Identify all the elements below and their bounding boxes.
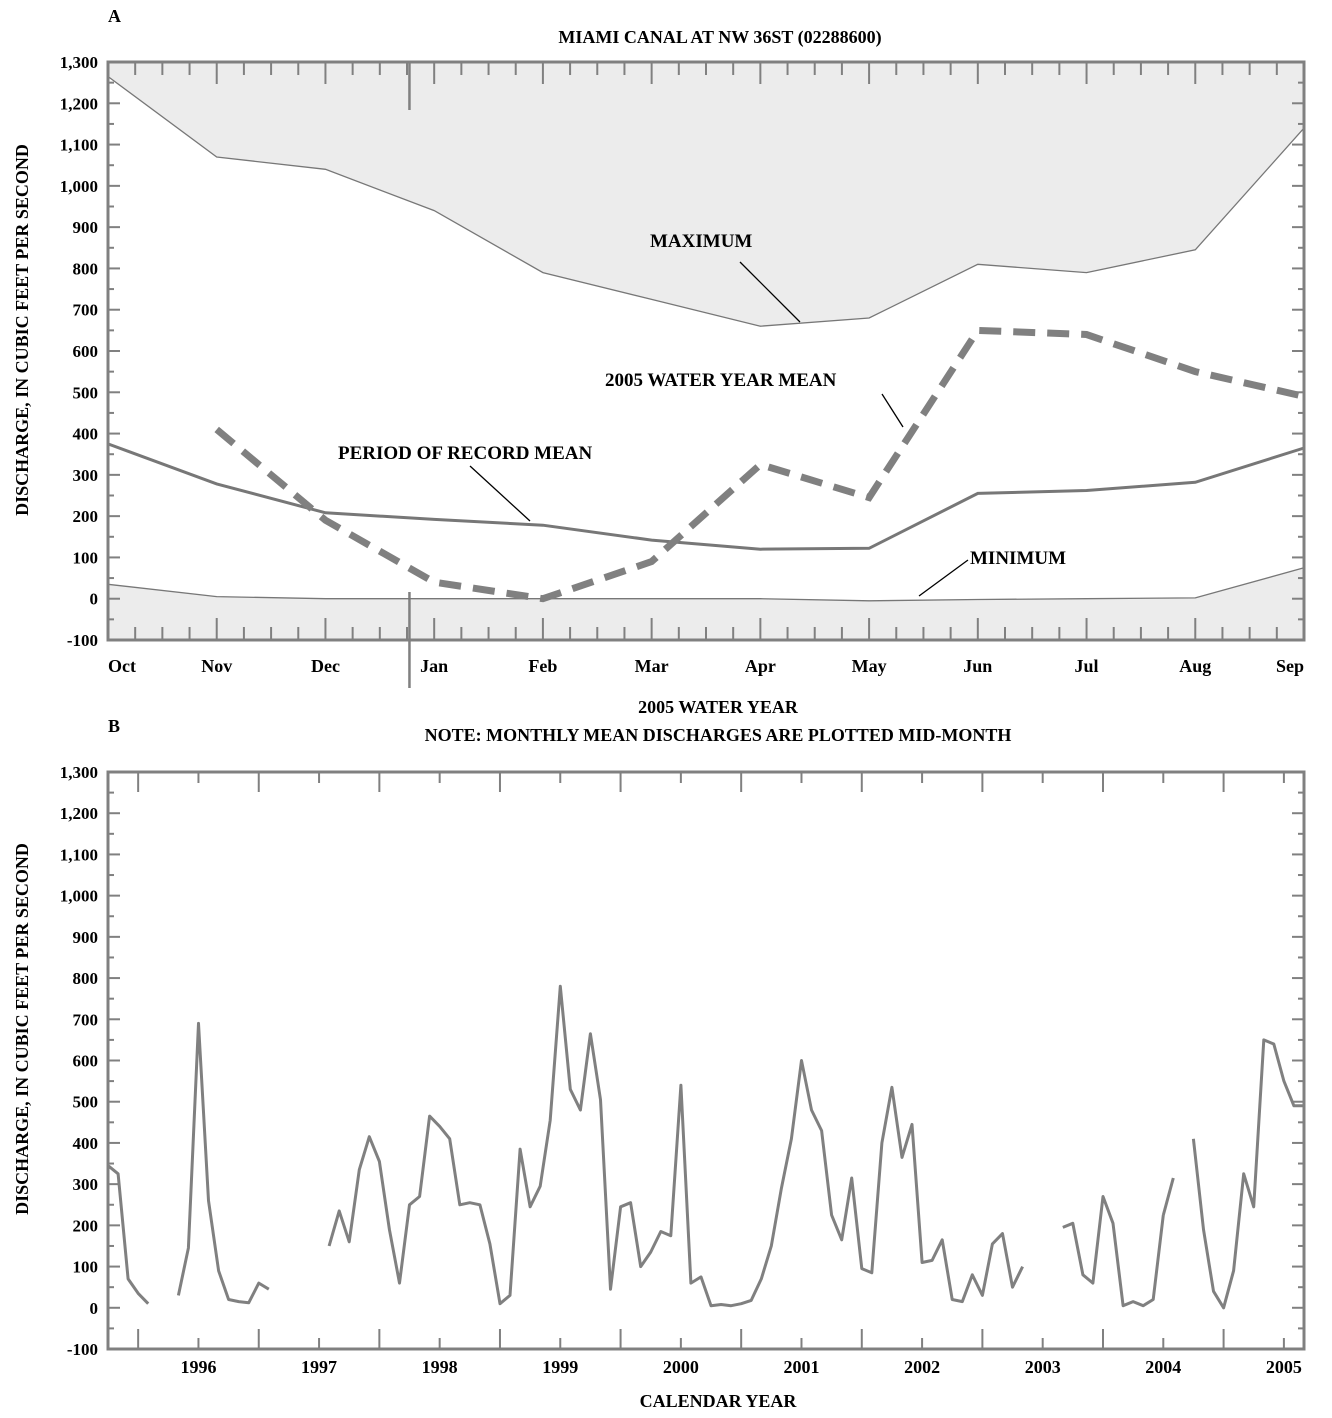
y-tick-label: 100 bbox=[73, 548, 99, 567]
annotation-minimum: MINIMUM bbox=[918, 548, 1066, 597]
month-label-jun: Jun bbox=[963, 656, 992, 676]
year-label-2002: 2002 bbox=[904, 1357, 940, 1377]
year-label-2001: 2001 bbox=[783, 1357, 819, 1377]
y-tick-label: 500 bbox=[73, 383, 99, 402]
panel-a-xlabel: 2005 WATER YEAR bbox=[638, 697, 799, 717]
month-label-mar: Mar bbox=[635, 656, 669, 676]
panel-b-y-tick-labels: -100 0 100 200 300 400 500 600 700 800 900 1,000 1,1… bbox=[60, 763, 98, 1359]
annotation-period-mean-label: PERIOD OF RECORD MEAN bbox=[338, 443, 592, 464]
month-label-aug: Aug bbox=[1179, 656, 1211, 676]
max-min-shaded-band bbox=[108, 62, 1304, 640]
month-label-oct: Oct bbox=[108, 656, 136, 676]
panel-b-xlabel: CALENDAR YEAR bbox=[640, 1391, 798, 1411]
series-minimum bbox=[107, 567, 1305, 602]
y-tick-label: 0 bbox=[90, 590, 99, 609]
year-label-2005: 2005 bbox=[1266, 1357, 1302, 1377]
annotation-period-mean-leader bbox=[469, 465, 531, 522]
annotation-minimum-leader bbox=[918, 559, 969, 597]
monthly-discharge-segment bbox=[176, 1021, 270, 1305]
y-tick-label: 400 bbox=[73, 1134, 99, 1153]
monthly-discharge-segment bbox=[1062, 1195, 1165, 1308]
y-tick-label: 600 bbox=[73, 1052, 99, 1071]
annotation-period-mean: PERIOD OF RECORD MEAN bbox=[338, 443, 592, 522]
month-label-jul: Jul bbox=[1075, 656, 1099, 676]
y-tick-label: 700 bbox=[73, 1010, 99, 1029]
panel-a-ticks bbox=[107, 61, 1305, 688]
month-label-may: May bbox=[852, 656, 887, 676]
y-tick-label: 400 bbox=[73, 425, 99, 444]
y-tick-label: 1,100 bbox=[60, 136, 98, 155]
y-tick-label: 1,000 bbox=[60, 887, 98, 906]
y-tick-label: 900 bbox=[73, 928, 99, 947]
annotation-maximum-leader bbox=[739, 261, 801, 323]
annotation-2005-mean: 2005 WATER YEAR MEAN bbox=[605, 370, 904, 428]
year-label-2000: 2000 bbox=[663, 1357, 699, 1377]
monthly-discharge-segment bbox=[1161, 1177, 1175, 1216]
y-tick-label: -100 bbox=[67, 631, 98, 650]
panel-a-series bbox=[107, 75, 1305, 603]
panel-a-month-labels: Oct Nov Dec Jan Feb Mar Apr May Jun Jul Aug Sep bbox=[108, 656, 1304, 676]
monthly-discharge-segment bbox=[327, 984, 1024, 1308]
year-label-1997: 1997 bbox=[301, 1357, 337, 1377]
y-tick-label: 600 bbox=[73, 342, 99, 361]
year-label-1998: 1998 bbox=[422, 1357, 458, 1377]
annotation-2005-mean-leader bbox=[881, 393, 904, 428]
y-tick-label: 1,200 bbox=[60, 804, 98, 823]
month-label-sep: Sep bbox=[1276, 656, 1304, 676]
y-tick-label: 200 bbox=[73, 507, 99, 526]
y-tick-label: 300 bbox=[73, 466, 99, 485]
y-tick-label: 1,300 bbox=[60, 53, 98, 72]
month-label-nov: Nov bbox=[201, 656, 232, 676]
panel-b-letter: B bbox=[108, 716, 120, 736]
y-tick-label: 700 bbox=[73, 301, 99, 320]
y-tick-label: -100 bbox=[67, 1340, 98, 1359]
y-tick-label: 500 bbox=[73, 1093, 99, 1112]
y-tick-label: 300 bbox=[73, 1175, 99, 1194]
y-tick-label: 800 bbox=[73, 969, 99, 988]
annotation-maximum: MAXIMUM bbox=[650, 231, 801, 323]
panel-a-y-tick-labels: -100 0 100 200 300 400 500 600 700 800 900 1,000 1,1… bbox=[60, 53, 98, 650]
panel-b-year-labels: 1996 1997 1998 1999 2000 2001 2002 2003 2004 2005 bbox=[180, 1357, 1301, 1377]
series-2005-water-year-mean bbox=[214, 326, 1305, 603]
month-label-apr: Apr bbox=[745, 656, 776, 676]
series-maximum bbox=[107, 75, 1305, 327]
panel-a-title: MIAMI CANAL AT NW 36ST (02288600) bbox=[558, 27, 881, 48]
monthly-discharge-segment bbox=[1191, 1038, 1304, 1310]
y-tick-label: 1,200 bbox=[60, 94, 98, 113]
month-label-jan: Jan bbox=[420, 656, 448, 676]
y-tick-label: 800 bbox=[73, 259, 99, 278]
year-label-2003: 2003 bbox=[1025, 1357, 1061, 1377]
annotation-maximum-label: MAXIMUM bbox=[650, 231, 752, 252]
year-label-1996: 1996 bbox=[180, 1357, 216, 1377]
month-label-dec: Dec bbox=[311, 656, 340, 676]
y-tick-label: 1,100 bbox=[60, 845, 98, 864]
panel-b-ticks bbox=[108, 771, 1304, 1350]
panel-b-ylabel: DISCHARGE, IN CUBIC FEET PER SECOND bbox=[12, 843, 32, 1215]
month-label-feb: Feb bbox=[528, 656, 557, 676]
y-tick-label: 1,000 bbox=[60, 177, 98, 196]
y-tick-label: 100 bbox=[73, 1258, 99, 1277]
panel-a-ylabel: DISCHARGE, IN CUBIC FEET PER SECOND bbox=[12, 144, 32, 516]
panel-a-xlabel-note: NOTE: MONTHLY MEAN DISCHARGES ARE PLOTTE… bbox=[425, 725, 1012, 745]
y-tick-label: 200 bbox=[73, 1216, 99, 1235]
monthly-discharge-segment bbox=[107, 1164, 150, 1305]
y-tick-label: 1,300 bbox=[60, 763, 98, 782]
panel-a-frame bbox=[106, 60, 1306, 642]
y-tick-label: 900 bbox=[73, 218, 99, 237]
year-label-2004: 2004 bbox=[1145, 1357, 1181, 1377]
panel-a-letter: A bbox=[108, 6, 121, 26]
y-tick-label: 0 bbox=[90, 1299, 99, 1318]
panel-b: B DISCHARGE, IN CUBIC FEET PER SECOND -1… bbox=[12, 716, 1306, 1411]
panel-b-frame bbox=[106, 770, 1306, 1351]
annotation-minimum-label: MINIMUM bbox=[970, 548, 1066, 569]
panel-b-series bbox=[107, 984, 1304, 1310]
panel-a: A MIAMI CANAL AT NW 36ST (02288600) DISC… bbox=[12, 6, 1306, 745]
year-label-1999: 1999 bbox=[542, 1357, 578, 1377]
annotation-2005-mean-label: 2005 WATER YEAR MEAN bbox=[605, 370, 837, 391]
